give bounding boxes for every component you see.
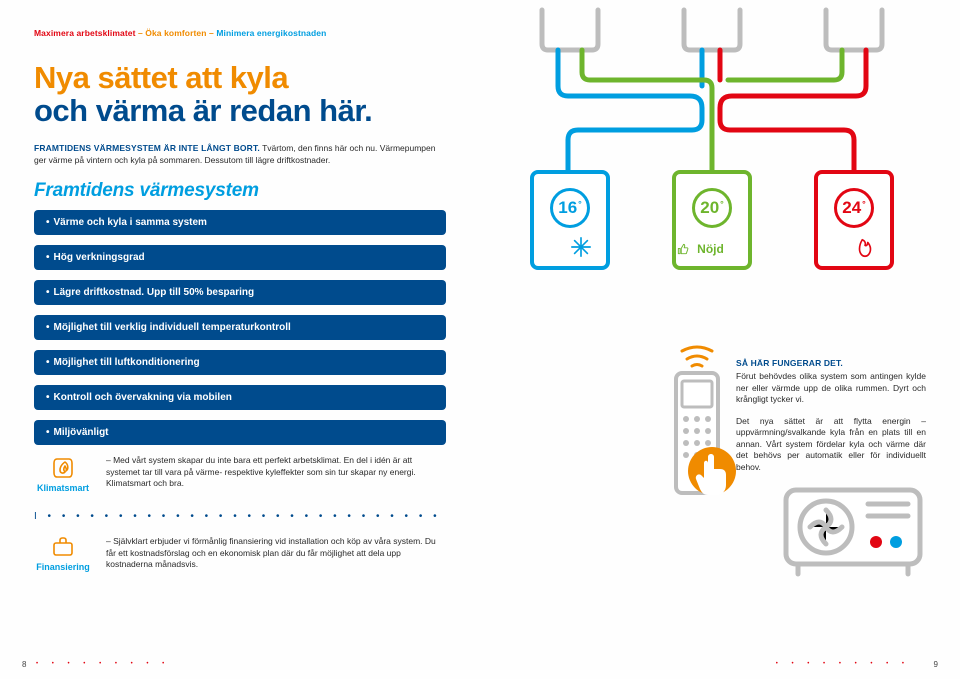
- room-comfort: 20° Nöjd: [672, 170, 752, 270]
- page-tagline: Maximera arbetsklimatet – Öka komforten …: [34, 28, 446, 38]
- room-hot: 24°: [814, 170, 894, 270]
- tagline-part-3: Minimera energikostnaden: [216, 28, 326, 38]
- title-line-1: Nya sättet att kyla: [34, 62, 446, 95]
- page-dots-right: • • • • • • • • •: [776, 661, 910, 667]
- bullet-item: Möjlighet till luftkonditionering: [34, 350, 446, 375]
- page-dots-left: • • • • • • • • •: [36, 661, 170, 667]
- explain-p2: Det nya sättet är att flytta energin – u…: [736, 416, 926, 473]
- briefcase-icon: [51, 536, 75, 558]
- tagline-part-1: Maximera arbetsklimatet: [34, 28, 136, 38]
- system-title: Framtidens värmesystem: [34, 180, 446, 202]
- title-line-2: och värma är redan här.: [34, 95, 446, 128]
- subtitle: FRAMTIDENS VÄRMESYSTEM ÄR INTE LÅNGT BOR…: [34, 143, 446, 166]
- card-klimat-text: – Med vårt system skapar du inte bara et…: [106, 455, 446, 489]
- subtitle-lead: FRAMTIDENS VÄRMESYSTEM ÄR INTE LÅNGT BOR…: [34, 143, 260, 153]
- card-finansiering: Finansiering – Självklart erbjuder vi fö…: [34, 536, 446, 572]
- bullet-item: Lägre driftkostnad. Upp till 50% bespari…: [34, 280, 446, 305]
- dotted-divider: I • • • • • • • • • • • • • • • • • • • …: [34, 511, 446, 522]
- tagline-part-2: – Öka komforten –: [136, 28, 217, 38]
- explain-block: SÅ HÄR FUNGERAR DET. Förut behövdes olik…: [736, 358, 926, 483]
- bullet-item: Miljövänligt: [34, 420, 446, 445]
- card-klimatsmart: Klimatsmart – Med vårt system skapar du …: [34, 455, 446, 493]
- leaf-icon: [51, 455, 75, 479]
- page-number-left: 8: [22, 660, 26, 669]
- infographic: 16° 20° Nöjd 24°: [480, 0, 960, 679]
- card-finans-label: Finansiering: [36, 562, 90, 572]
- room-comfort-temp: 20°: [692, 188, 732, 228]
- explain-p1: Förut behövdes olika system som antingen…: [736, 371, 926, 405]
- card-finans-text: – Självklart erbjuder vi förmånlig finan…: [106, 536, 446, 570]
- bullet-item: Hög verkningsgrad: [34, 245, 446, 270]
- room-hot-temp: 24°: [834, 188, 874, 228]
- room-cold-temp: 16°: [550, 188, 590, 228]
- bullet-item: Kontroll och övervakning via mobilen: [34, 385, 446, 410]
- bullet-list: Värme och kyla i samma system Hög verkni…: [34, 210, 446, 445]
- bullet-item: Värme och kyla i samma system: [34, 210, 446, 235]
- page-title: Nya sättet att kyla och värma är redan h…: [34, 62, 446, 127]
- page-number-right: 9: [934, 660, 938, 669]
- explain-title: SÅ HÄR FUNGERAR DET.: [736, 358, 926, 369]
- room-comfort-label: Nöjd: [676, 242, 748, 256]
- bullet-item: Möjlighet till verklig individuell tempe…: [34, 315, 446, 340]
- card-klimat-label: Klimatsmart: [37, 483, 89, 493]
- room-cold: 16°: [530, 170, 610, 270]
